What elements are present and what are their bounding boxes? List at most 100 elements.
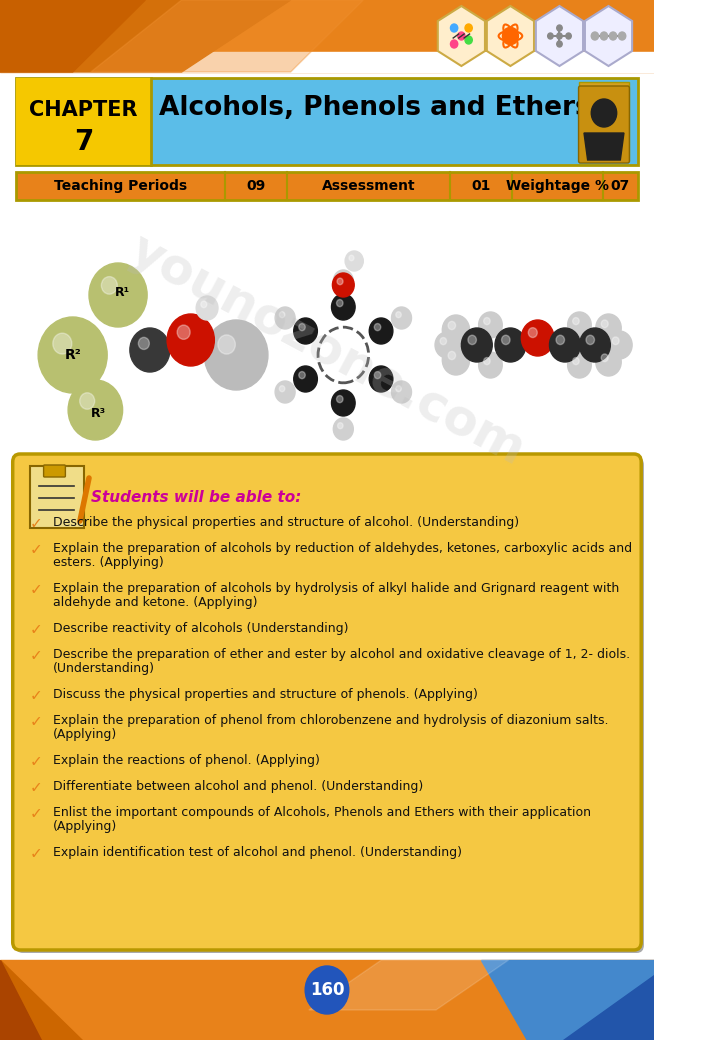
FancyBboxPatch shape xyxy=(30,466,84,528)
Text: R¹: R¹ xyxy=(115,286,130,298)
Text: Explain identification test of alcohol and phenol. (Understanding): Explain identification test of alcohol a… xyxy=(53,846,462,859)
Ellipse shape xyxy=(294,366,318,392)
Ellipse shape xyxy=(102,277,117,294)
Ellipse shape xyxy=(80,393,95,410)
Ellipse shape xyxy=(336,300,343,307)
Circle shape xyxy=(548,33,553,40)
Ellipse shape xyxy=(279,386,285,392)
Polygon shape xyxy=(309,960,508,1010)
Text: ✓: ✓ xyxy=(30,648,42,664)
FancyBboxPatch shape xyxy=(579,82,629,161)
Ellipse shape xyxy=(275,307,295,329)
FancyBboxPatch shape xyxy=(579,86,629,163)
Text: ✓: ✓ xyxy=(30,806,42,821)
FancyBboxPatch shape xyxy=(13,454,642,950)
Text: R³: R³ xyxy=(91,407,106,419)
Ellipse shape xyxy=(392,307,412,329)
Ellipse shape xyxy=(601,320,608,328)
Ellipse shape xyxy=(572,317,579,324)
Polygon shape xyxy=(0,960,654,1040)
Ellipse shape xyxy=(567,312,591,338)
Text: ✓: ✓ xyxy=(30,622,42,636)
Ellipse shape xyxy=(601,354,608,362)
Text: 01: 01 xyxy=(472,179,491,193)
Ellipse shape xyxy=(484,358,490,365)
Ellipse shape xyxy=(53,333,72,354)
Circle shape xyxy=(591,32,598,40)
Polygon shape xyxy=(0,0,291,72)
Text: ✓: ✓ xyxy=(30,542,42,557)
Ellipse shape xyxy=(612,337,619,344)
Text: Describe the preparation of ether and ester by alcohol and oxidative cleavage of: Describe the preparation of ether and es… xyxy=(53,648,630,661)
Ellipse shape xyxy=(448,321,456,330)
Ellipse shape xyxy=(333,270,354,292)
Text: Assessment: Assessment xyxy=(322,179,415,193)
Text: younozone.com: younozone.com xyxy=(121,226,533,474)
Text: Explain the preparation of alcohols by reduction of aldehydes, ketones, carboxyl: Explain the preparation of alcohols by r… xyxy=(53,542,632,555)
Circle shape xyxy=(305,966,348,1014)
Circle shape xyxy=(566,33,571,40)
Ellipse shape xyxy=(479,312,503,338)
Ellipse shape xyxy=(196,296,218,320)
Text: Describe the physical properties and structure of alcohol. (Understanding): Describe the physical properties and str… xyxy=(53,516,519,529)
Ellipse shape xyxy=(337,278,343,285)
Text: (Understanding): (Understanding) xyxy=(53,662,155,675)
Polygon shape xyxy=(585,6,632,66)
Text: Teaching Periods: Teaching Periods xyxy=(54,179,187,193)
Text: ✓: ✓ xyxy=(30,780,42,795)
Circle shape xyxy=(557,41,562,47)
Ellipse shape xyxy=(607,331,632,359)
FancyBboxPatch shape xyxy=(15,457,644,953)
Text: Weightage %: Weightage % xyxy=(506,179,609,193)
Ellipse shape xyxy=(462,328,492,362)
Polygon shape xyxy=(482,960,654,1040)
Text: ✓: ✓ xyxy=(30,846,42,861)
Ellipse shape xyxy=(556,335,564,344)
Ellipse shape xyxy=(369,366,393,392)
Text: Explain the preparation of alcohols by hydrolysis of alkyl halide and Grignard r: Explain the preparation of alcohols by h… xyxy=(53,582,619,595)
Text: Students will be able to:: Students will be able to: xyxy=(91,490,301,505)
Ellipse shape xyxy=(440,338,446,344)
Ellipse shape xyxy=(369,318,393,344)
Ellipse shape xyxy=(130,328,170,372)
Text: Explain the reactions of phenol. (Applying): Explain the reactions of phenol. (Applyi… xyxy=(53,754,320,768)
Text: ✓: ✓ xyxy=(30,688,42,703)
Text: 07: 07 xyxy=(611,179,630,193)
Ellipse shape xyxy=(448,352,456,360)
Ellipse shape xyxy=(595,348,621,376)
Text: Alcohols, Phenols and Ethers: Alcohols, Phenols and Ethers xyxy=(159,95,590,121)
Polygon shape xyxy=(0,0,145,72)
Circle shape xyxy=(609,32,617,40)
Ellipse shape xyxy=(435,332,459,358)
Ellipse shape xyxy=(392,381,412,404)
Ellipse shape xyxy=(138,337,149,349)
Circle shape xyxy=(557,33,562,40)
Ellipse shape xyxy=(468,335,477,344)
Ellipse shape xyxy=(279,312,285,318)
Ellipse shape xyxy=(549,328,580,362)
Circle shape xyxy=(507,32,514,40)
Ellipse shape xyxy=(521,320,554,356)
Circle shape xyxy=(458,32,465,40)
Ellipse shape xyxy=(201,302,207,308)
Text: esters. (Applying): esters. (Applying) xyxy=(53,556,163,569)
Ellipse shape xyxy=(567,352,591,378)
Circle shape xyxy=(451,40,458,48)
Ellipse shape xyxy=(374,371,381,379)
Polygon shape xyxy=(0,960,82,1040)
Text: ✓: ✓ xyxy=(30,754,42,769)
Text: Explain the preparation of phenol from chlorobenzene and hydrolysis of diazonium: Explain the preparation of phenol from c… xyxy=(53,714,608,727)
Circle shape xyxy=(600,32,608,40)
Polygon shape xyxy=(487,6,534,66)
Text: ✓: ✓ xyxy=(30,582,42,597)
Circle shape xyxy=(591,99,617,127)
Ellipse shape xyxy=(167,314,215,366)
Text: aldehyde and ketone. (Applying): aldehyde and ketone. (Applying) xyxy=(53,596,257,609)
Ellipse shape xyxy=(38,317,107,393)
Circle shape xyxy=(465,36,472,44)
Ellipse shape xyxy=(89,263,147,327)
Ellipse shape xyxy=(68,380,122,440)
Text: Describe reactivity of alcohols (Understanding): Describe reactivity of alcohols (Underst… xyxy=(53,622,348,635)
Ellipse shape xyxy=(294,318,318,344)
Circle shape xyxy=(618,32,626,40)
